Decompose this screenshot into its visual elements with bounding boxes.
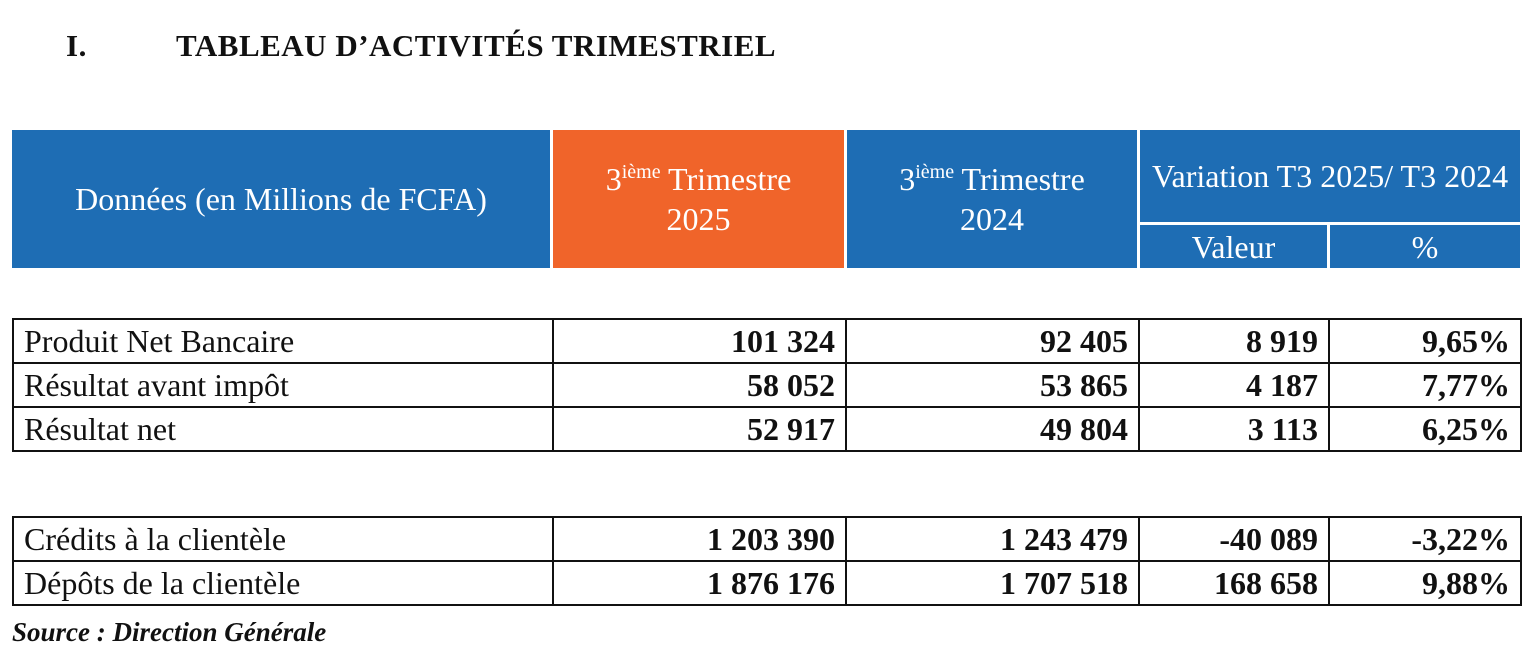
header-year: 2025 <box>666 201 731 237</box>
cell-2024: 1 707 518 <box>845 560 1140 606</box>
section-title-text: TABLEAU D’ACTIVITÉS TRIMESTRIEL <box>176 28 777 63</box>
row-label: Crédits à la clientèle <box>12 516 554 562</box>
cell-2024: 49 804 <box>845 406 1140 452</box>
cell-percent: 9,65% <box>1328 318 1522 364</box>
ordinal-suffix: ième <box>915 161 955 183</box>
header-variation: Variation T3 2025/ T3 2024 <box>1140 130 1520 222</box>
cell-2024: 1 243 479 <box>845 516 1140 562</box>
balance-table: Crédits à la clientèle 1 203 390 1 243 479… <box>12 516 1522 606</box>
table-row: Produit Net Bancaire 101 324 92 405 8 919 9,… <box>12 318 1522 364</box>
header-year: 2024 <box>960 201 1024 237</box>
header-valeur: Valeur <box>1140 225 1327 268</box>
cell-2025: 1 203 390 <box>552 516 847 562</box>
table-row: Résultat net 52 917 49 804 3 113 6,25% <box>12 406 1522 452</box>
section-number: I. <box>66 28 87 63</box>
header-text: Trimestre <box>961 161 1085 197</box>
ordinal: 3 <box>605 161 622 197</box>
header-2024: 3ième Trimestre 2024 <box>847 130 1137 268</box>
cell-percent: 6,25% <box>1328 406 1522 452</box>
cell-valeur: -40 089 <box>1138 516 1330 562</box>
ordinal: 3 <box>899 161 916 197</box>
cell-percent: 7,77% <box>1328 362 1522 408</box>
header-percent: % <box>1330 225 1520 268</box>
header-label: Données (en Millions de FCFA) <box>12 130 550 268</box>
cell-2024: 53 865 <box>845 362 1140 408</box>
row-label: Produit Net Bancaire <box>12 318 554 364</box>
header-text: Trimestre <box>668 161 792 197</box>
cell-2025: 58 052 <box>552 362 847 408</box>
cell-2025: 1 876 176 <box>552 560 847 606</box>
section-title: I. TABLEAU D’ACTIVITÉS TRIMESTRIEL <box>66 28 776 64</box>
cell-valeur: 3 113 <box>1138 406 1330 452</box>
cell-valeur: 4 187 <box>1138 362 1330 408</box>
cell-2024: 92 405 <box>845 318 1140 364</box>
row-label: Résultat net <box>12 406 554 452</box>
cell-percent: 9,88% <box>1328 560 1522 606</box>
table-row: Dépôts de la clientèle 1 876 176 1 707 518… <box>12 560 1522 606</box>
cell-percent: -3,22% <box>1328 516 1522 562</box>
table-row: Crédits à la clientèle 1 203 390 1 243 479… <box>12 516 1522 562</box>
table-row: Résultat avant impôt 58 052 53 865 4 187 7,7… <box>12 362 1522 408</box>
results-table: Produit Net Bancaire 101 324 92 405 8 919 9,… <box>12 318 1522 452</box>
cell-2025: 101 324 <box>552 318 847 364</box>
cell-valeur: 8 919 <box>1138 318 1330 364</box>
cell-valeur: 168 658 <box>1138 560 1330 606</box>
cell-2025: 52 917 <box>552 406 847 452</box>
row-label: Dépôts de la clientèle <box>12 560 554 606</box>
row-label: Résultat avant impôt <box>12 362 554 408</box>
ordinal-suffix: ième <box>621 161 661 183</box>
header-2025: 3ième Trimestre 2025 <box>553 130 844 268</box>
source-note: Source : Direction Générale <box>12 617 327 647</box>
